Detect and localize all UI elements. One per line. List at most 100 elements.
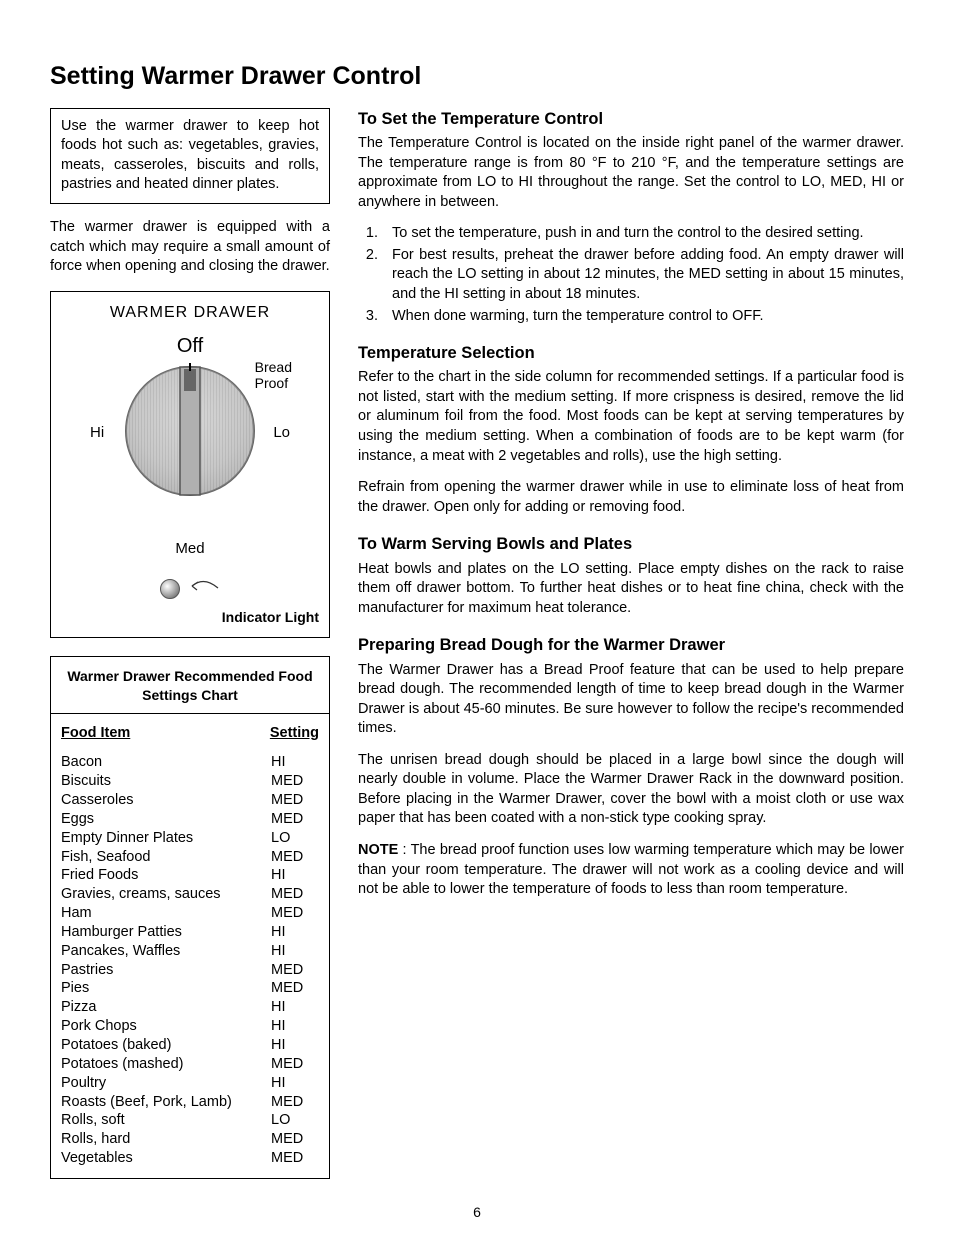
food-setting: MED [271, 848, 319, 867]
food-setting: MED [271, 772, 319, 791]
food-setting: HI [271, 753, 319, 772]
food-item: Roasts (Beef, Pork, Lamb) [61, 1093, 271, 1112]
food-item: Rolls, soft [61, 1111, 271, 1130]
food-setting: HI [271, 1036, 319, 1055]
note-body: : The bread proof function uses low warm… [358, 842, 904, 897]
food-setting: LO [271, 1111, 319, 1130]
warmer-drawer-diagram: WARMER DRAWER Off Bread Proof Hi Lo [50, 291, 330, 638]
table-row: Fried FoodsHI [61, 866, 319, 885]
food-setting: HI [271, 998, 319, 1017]
table-row: EggsMED [61, 810, 319, 829]
dial-bread-proof-label: Bread Proof [255, 359, 292, 391]
section-temp-selection: Temperature Selection Refer to the chart… [358, 342, 904, 517]
heading-warm-bowls: To Warm Serving Bowls and Plates [358, 533, 904, 555]
table-row: HamMED [61, 904, 319, 923]
table-row: Rolls, hardMED [61, 1130, 319, 1149]
food-item: Rolls, hard [61, 1130, 271, 1149]
chart-title: Warmer Drawer Recommended Food Settings … [51, 667, 329, 714]
intro-box: Use the warmer drawer to keep hot foods … [50, 108, 330, 204]
food-setting: MED [271, 1055, 319, 1074]
table-row: Gravies, creams, saucesMED [61, 885, 319, 904]
list-item: For best results, preheat the drawer bef… [382, 246, 904, 305]
food-item: Potatoes (mashed) [61, 1055, 271, 1074]
table-row: VegetablesMED [61, 1149, 319, 1168]
table-row: Fish, SeafoodMED [61, 848, 319, 867]
chart-header-setting: Setting [270, 724, 319, 744]
table-row: Hamburger PattiesHI [61, 923, 319, 942]
heading-bread-dough: Preparing Bread Dough for the Warmer Dra… [358, 634, 904, 656]
food-item: Biscuits [61, 772, 271, 791]
food-item: Vegetables [61, 1149, 271, 1168]
dial-off-label: Off [177, 333, 203, 360]
right-column: To Set the Temperature Control The Tempe… [358, 108, 904, 916]
dial-med-label: Med [61, 539, 319, 559]
food-item: Hamburger Patties [61, 923, 271, 942]
table-row: Pancakes, WafflesHI [61, 942, 319, 961]
food-item: Fish, Seafood [61, 848, 271, 867]
food-setting: MED [271, 961, 319, 980]
indicator-light-label: Indicator Light [61, 608, 319, 627]
food-item: Pizza [61, 998, 271, 1017]
table-row: PizzaHI [61, 998, 319, 1017]
food-setting: MED [271, 1130, 319, 1149]
table-row: Rolls, softLO [61, 1111, 319, 1130]
chart-header-food: Food Item [61, 724, 270, 744]
food-item: Casseroles [61, 791, 271, 810]
food-setting: HI [271, 923, 319, 942]
section-bread-dough: Preparing Bread Dough for the Warmer Dra… [358, 634, 904, 899]
temp-selection-p1: Refer to the chart in the side column fo… [358, 368, 904, 466]
food-item: Bacon [61, 753, 271, 772]
food-setting: MED [271, 1093, 319, 1112]
food-item: Gravies, creams, sauces [61, 885, 271, 904]
food-setting: HI [271, 1017, 319, 1036]
section-warm-bowls: To Warm Serving Bowls and Plates Heat bo… [358, 533, 904, 618]
dial-lo-label: Lo [273, 423, 290, 443]
warm-bowls-p1: Heat bowls and plates on the LO setting.… [358, 560, 904, 619]
left-column: Use the warmer drawer to keep hot foods … [50, 108, 330, 1179]
food-setting: MED [271, 979, 319, 998]
diagram-title: WARMER DRAWER [61, 302, 319, 324]
heading-temp-selection: Temperature Selection [358, 342, 904, 364]
table-row: Potatoes (baked)HI [61, 1036, 319, 1055]
food-setting: HI [271, 942, 319, 961]
food-setting: HI [271, 1074, 319, 1093]
temp-control-steps: To set the temperature, push in and turn… [358, 224, 904, 326]
food-item: Poultry [61, 1074, 271, 1093]
food-item: Pies [61, 979, 271, 998]
food-setting: MED [271, 904, 319, 923]
food-settings-chart: Warmer Drawer Recommended Food Settings … [50, 656, 330, 1179]
table-row: Pork ChopsHI [61, 1017, 319, 1036]
table-row: BaconHI [61, 753, 319, 772]
food-setting: LO [271, 829, 319, 848]
heading-temp-control: To Set the Temperature Control [358, 108, 904, 130]
table-row: BiscuitsMED [61, 772, 319, 791]
list-item: To set the temperature, push in and turn… [382, 224, 904, 244]
table-row: Roasts (Beef, Pork, Lamb)MED [61, 1093, 319, 1112]
dial-hi-label: Hi [90, 423, 104, 443]
table-row: PiesMED [61, 979, 319, 998]
dial-knob-icon [120, 361, 260, 501]
food-item: Pancakes, Waffles [61, 942, 271, 961]
food-item: Potatoes (baked) [61, 1036, 271, 1055]
food-setting: MED [271, 810, 319, 829]
food-item: Fried Foods [61, 866, 271, 885]
table-row: Empty Dinner PlatesLO [61, 829, 319, 848]
page-number: 6 [50, 1203, 904, 1222]
food-item: Pastries [61, 961, 271, 980]
food-item: Empty Dinner Plates [61, 829, 271, 848]
temp-control-p1: The Temperature Control is located on th… [358, 134, 904, 212]
food-item: Eggs [61, 810, 271, 829]
catch-paragraph: The warmer drawer is equipped with a cat… [50, 218, 330, 277]
section-temp-control: To Set the Temperature Control The Tempe… [358, 108, 904, 326]
food-setting: MED [271, 885, 319, 904]
food-item: Ham [61, 904, 271, 923]
food-setting: HI [271, 866, 319, 885]
food-item: Pork Chops [61, 1017, 271, 1036]
indicator-light-icon [160, 579, 180, 599]
food-setting: MED [271, 1149, 319, 1168]
indicator-arrow-icon [190, 578, 220, 601]
note-label: NOTE [358, 842, 398, 858]
bread-p2: The unrisen bread dough should be placed… [358, 751, 904, 829]
table-row: CasserolesMED [61, 791, 319, 810]
temp-selection-p2: Refrain from opening the warmer drawer w… [358, 478, 904, 517]
